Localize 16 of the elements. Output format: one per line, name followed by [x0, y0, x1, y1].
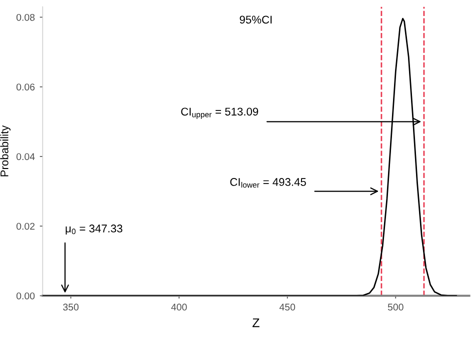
annotation: μ$_{0}$ = 347.33	[66, 224, 122, 234]
y-tick-label: 0.08	[16, 14, 35, 21]
text: 95%CI	[240, 16, 272, 24]
y-tick-label: 0.06	[16, 84, 35, 90]
y-tick-label: 0.02	[16, 222, 35, 230]
x-tick-label: 450	[279, 304, 296, 311]
y-axis-title: Probability	[0, 125, 11, 176]
y-tick-label: 0.04	[16, 153, 35, 160]
x-axis-title: Z	[252, 318, 260, 328]
x-tick-label: 400	[171, 304, 187, 311]
annotation: CI$_{lower}$ = 493.45	[230, 178, 306, 188]
x-tick-label: 350	[63, 304, 79, 311]
x-tick-label: 500	[388, 304, 404, 311]
line-series	[42, 18, 457, 296]
annotation: CI$_{upper}$ = 513.09	[181, 108, 258, 119]
y-tick-label: 0.00	[16, 292, 35, 300]
